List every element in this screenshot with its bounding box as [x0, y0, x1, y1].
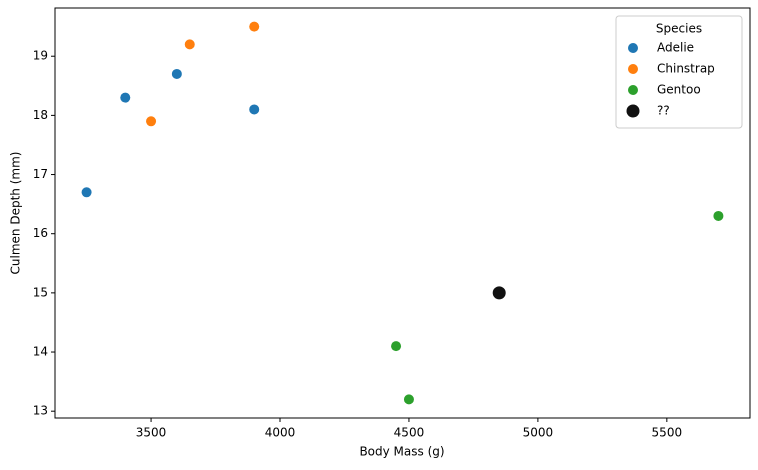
- legend-label: Chinstrap: [657, 62, 715, 76]
- legend-box: [615, 15, 743, 129]
- point: [120, 92, 131, 103]
- x-tick-label: 5000: [523, 426, 554, 440]
- y-tick-label: 16: [33, 226, 48, 240]
- point: [492, 286, 506, 300]
- x-tick-label: 3500: [136, 426, 167, 440]
- y-axis-label: Culmen Depth (mm): [9, 152, 23, 275]
- y-tick-label: 15: [33, 285, 48, 299]
- point: [146, 116, 157, 127]
- legend-label: Adelie: [657, 41, 694, 55]
- legend-marker: [628, 85, 638, 95]
- point: [249, 104, 260, 115]
- x-axis-label: Body Mass (g): [359, 445, 444, 459]
- y-tick-label: 13: [33, 404, 48, 418]
- point: [249, 21, 260, 32]
- y-tick-label: 14: [33, 345, 48, 359]
- y-tick-label: 19: [33, 49, 48, 63]
- x-tick-label: 4500: [394, 426, 425, 440]
- legend-label: ??: [657, 104, 670, 118]
- point: [184, 39, 195, 50]
- x-tick-label: 5500: [652, 426, 683, 440]
- point: [403, 394, 414, 405]
- point: [81, 187, 92, 198]
- legend-marker: [628, 43, 638, 53]
- legend-marker: [628, 64, 638, 74]
- point: [713, 210, 724, 221]
- legend-label: Gentoo: [657, 83, 701, 97]
- legend-title: Species: [656, 22, 702, 36]
- plot-frame: [54, 7, 751, 419]
- legend-marker: [626, 104, 640, 118]
- point: [171, 68, 182, 79]
- point: [391, 341, 402, 352]
- y-tick-label: 18: [33, 108, 48, 122]
- y-tick-label: 17: [33, 167, 48, 181]
- x-tick-label: 4000: [265, 426, 296, 440]
